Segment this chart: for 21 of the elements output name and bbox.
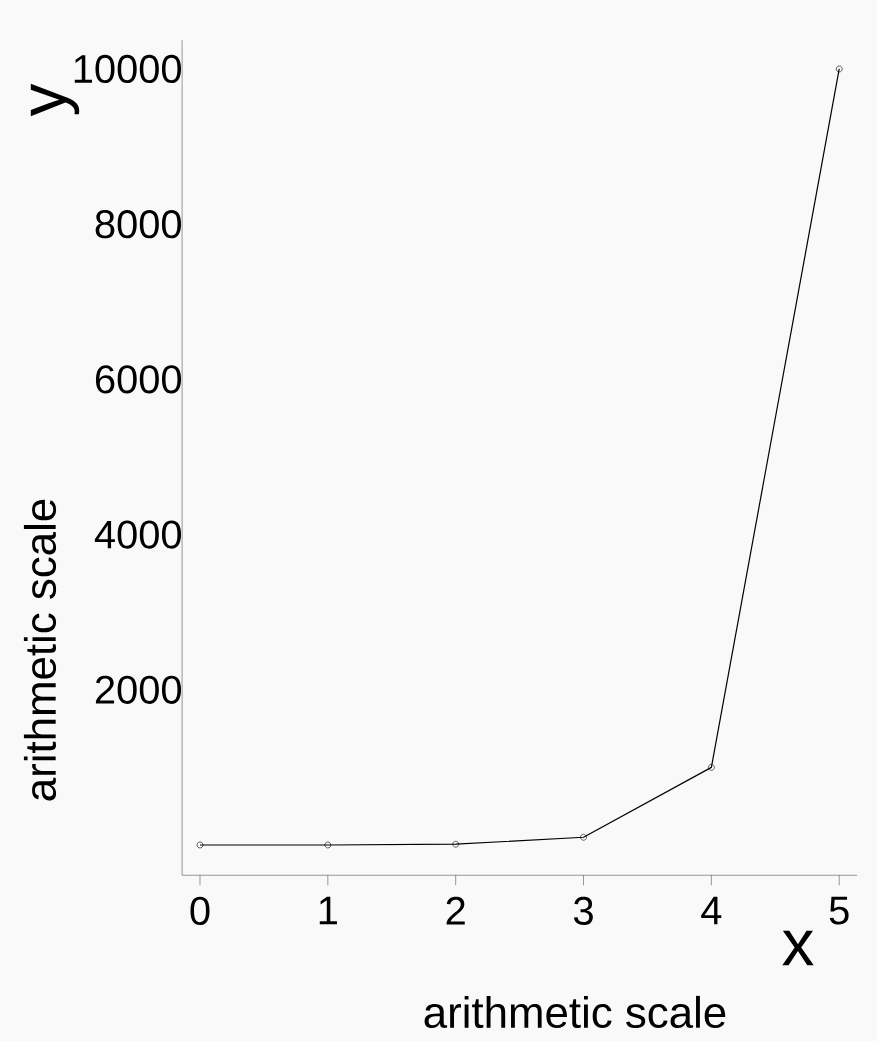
y-tick-label: 10000 bbox=[74, 54, 181, 84]
x-tick-label: 3 bbox=[573, 896, 593, 925]
x-axis-title: x bbox=[782, 930, 814, 966]
x-tick-label: 5 bbox=[829, 896, 849, 925]
text: arithmetic scale bbox=[424, 995, 726, 1029]
x-tick-label: 2 bbox=[446, 896, 465, 925]
y-tick-label: 4000 bbox=[94, 520, 182, 549]
y-tick-label: 6000 bbox=[95, 365, 182, 394]
x-tick-label: 1 bbox=[319, 896, 337, 925]
y-tick-label: 8000 bbox=[95, 210, 182, 239]
point bbox=[324, 841, 332, 849]
x-tick-label: 0 bbox=[190, 896, 210, 925]
y-tick-label: 2000 bbox=[95, 675, 182, 704]
point bbox=[452, 840, 459, 848]
point bbox=[708, 764, 715, 771]
x-tick-label: 4 bbox=[701, 896, 722, 925]
point bbox=[196, 841, 204, 849]
point bbox=[580, 833, 587, 841]
text: arithmetic scale bbox=[23, 499, 57, 801]
point bbox=[835, 65, 843, 73]
y-axis-title: y bbox=[30, 83, 80, 117]
